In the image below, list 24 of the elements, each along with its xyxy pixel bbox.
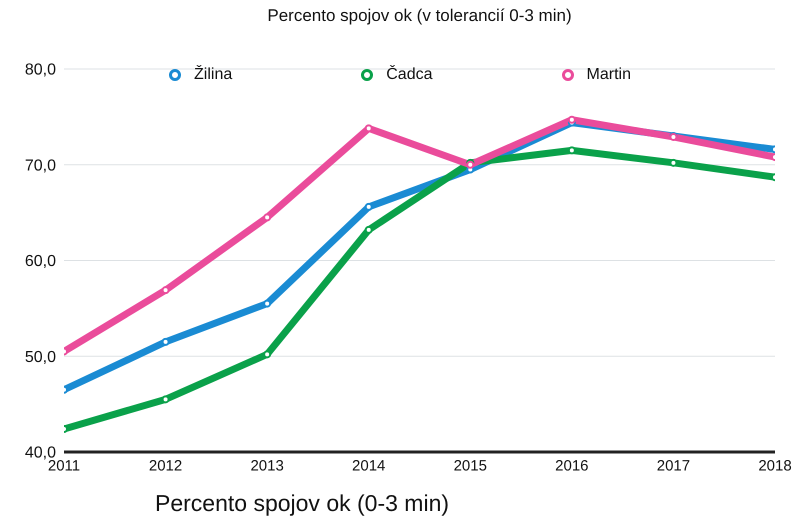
point: [263, 300, 272, 308]
x-tick-label: 2017: [656, 458, 690, 475]
x-axis-title: Percento spojov ok (0-3 min): [155, 490, 450, 517]
y-tick-label: 70,0: [24, 157, 56, 174]
legend-label: Žilina: [193, 66, 232, 84]
point: [263, 350, 272, 358]
x-tick-label: 2011: [48, 458, 80, 475]
legend-label: Martin: [586, 66, 631, 84]
x-tick-label: 2014: [352, 458, 386, 475]
y-tick-label: 80,0: [24, 62, 56, 79]
x-tick-label: 2012: [148, 458, 182, 475]
point: [364, 226, 373, 234]
y-tick-label: 60,0: [24, 253, 56, 270]
x-tick-label: 2018: [758, 458, 792, 475]
legend-label: Čadca: [385, 66, 432, 84]
y-tick-label: 50,0: [24, 348, 56, 366]
point: [162, 395, 170, 404]
point: [568, 116, 576, 124]
point: [364, 202, 373, 211]
x-tick-label: 2016: [555, 458, 589, 475]
chart-title: Percento spojov ok (v tolerancií 0-3 min): [266, 6, 573, 26]
x-tick-label: 2015: [454, 458, 487, 475]
x-tick-label: 2013: [250, 458, 284, 475]
point: [162, 338, 170, 346]
